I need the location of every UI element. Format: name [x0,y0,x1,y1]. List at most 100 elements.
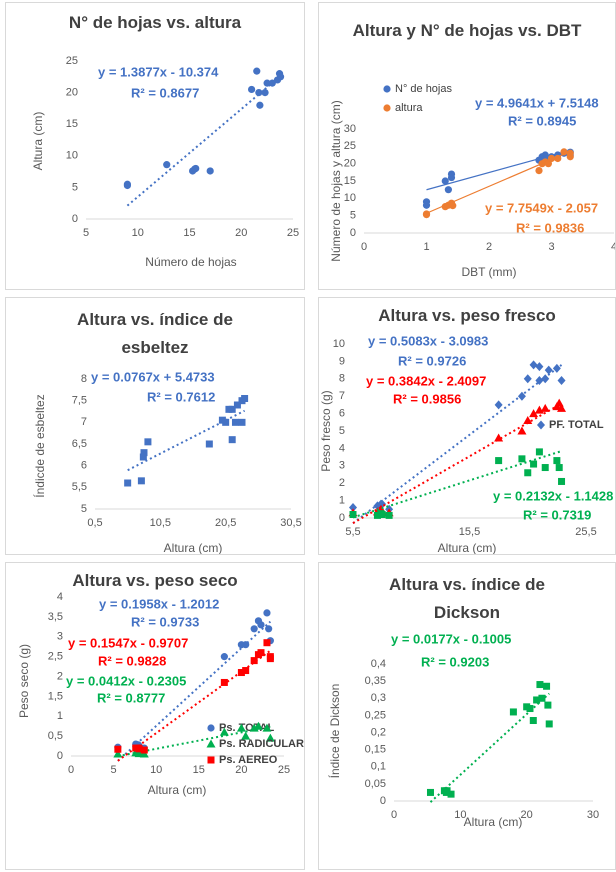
y-tick-label: 3 [339,460,345,472]
data-point [248,85,256,94]
data-point [545,720,553,728]
y-tick-label: 0,5 [48,730,63,742]
y-tick-label: 0 [72,213,78,225]
legend-label: Ps. RADICULAR [219,738,304,750]
data-point [255,89,263,97]
x-tick-label: 30 [587,809,599,821]
data-point [494,400,503,410]
r-squared: R² = 0.9726 [398,353,466,368]
data-point [241,731,251,740]
y-tick-label: 3,5 [48,611,63,623]
data-point [206,167,214,175]
legend-marker [206,739,216,748]
data-point [385,511,393,519]
data-point [535,448,543,456]
legend-marker [383,104,391,112]
y-tick-label: 10 [333,338,345,350]
chart: 5,5 15,5 25,5 0 1 2 3 4 5 6 7 8 9 10 Altura (cm) Peso f… [319,333,613,555]
data-point [236,723,246,732]
x-tick-label: 20 [235,764,247,776]
data-point [140,449,148,457]
y-tick-label: 1,5 [48,690,63,702]
chart: 0 1 2 3 4 0 5 10 15 20 25 30 DBT (mm) Número de hojas… [329,83,615,279]
legend-marker [207,756,215,764]
x-axis-label: Altura (cm) [464,815,523,829]
data-point [447,173,456,182]
chart-panel: 5 10 15 20 25 0 5 10 15 20 25 Número de hojas Altura… [5,2,305,290]
chart-panel: 5,5 15,5 25,5 0 1 2 3 4 5 6 7 8 9 10 Altura (cm) Peso f… [318,297,616,555]
r-squared: R² = 0.9856 [393,391,461,406]
data-point [263,609,271,617]
r-squared: R² = 0.9203 [421,654,489,669]
r-squared: R² = 0.9836 [516,220,584,235]
x-axis-label: Altura (cm) [438,541,497,555]
y-tick-label: 20 [66,87,78,99]
x-tick-label: 1 [423,241,429,253]
data-point [228,436,236,444]
chart-panel: 0 1 2 3 4 0 5 10 15 20 25 30 DBT (mm) Número de hojas… [318,2,616,290]
data-point [444,186,452,194]
x-tick-label: 20 [235,227,247,239]
trendline [127,409,246,472]
y-tick-label: 0,15 [365,744,386,756]
data-point [535,362,544,372]
y-tick-label: 0 [380,795,386,807]
trendline-equation: y = 4.9641x + 7.5148 [475,95,599,110]
data-point [543,682,551,690]
legend-marker [537,420,545,430]
trendline-equation: y = 0.3842x - 2.4097 [366,373,486,388]
data-point [535,167,543,175]
y-tick-label: 6,5 [72,438,87,450]
data-point [557,376,566,386]
x-tick-label: 15,5 [459,526,480,538]
x-axis-label: Número de hojas [145,255,236,269]
data-point [447,790,455,798]
data-point [558,477,566,485]
r-squared: R² = 0.9733 [131,614,199,629]
x-axis-label: DBT (mm) [461,265,516,279]
r-squared: R² = 0.7612 [147,389,215,404]
y-tick-label: 10 [66,150,78,162]
y-tick-label: 0,4 [371,658,386,670]
y-axis-label: Altura (cm) [31,112,45,171]
chart: 0 10 20 30 0 0,05 0,1 0,15 0,2 0,25 0,3 0,35 0,4 Altu… [327,631,599,829]
y-tick-label: 15 [66,118,78,130]
y-tick-label: 1 [339,495,345,507]
x-tick-label: 0,5 [87,517,102,529]
data-point [253,67,261,75]
r-squared: R² = 0.8677 [131,85,199,100]
r-squared: R² = 0.8945 [508,113,576,128]
chart-panel: 0 5 10 15 20 25 0 0,5 1 1,5 2 2,5 3 3,5 4 Altura (cm) Pe… [5,562,305,870]
data-point [349,511,357,519]
trendline-equation: y = 7.7549x - 2.057 [485,200,598,215]
data-point [378,499,387,509]
x-tick-label: 25,5 [575,526,596,538]
chart: 0,5 10,5 20,5 30,5 5 5,5 6 6,5 7 7,5 8 Altura (cm) Í… [32,369,302,554]
y-tick-label: 0,05 [365,778,386,790]
data-point [422,201,431,209]
data-point [495,457,503,465]
y-tick-label: 0 [339,512,345,524]
y-tick-label: 5 [72,181,78,193]
y-tick-label: 0 [350,227,356,239]
trendline [352,450,562,519]
data-point [349,503,357,513]
y-tick-label: 10 [344,192,356,204]
y-axis-label: Peso fresco (g) [319,390,333,471]
data-point [219,727,229,736]
data-point [529,409,539,418]
y-tick-label: 5 [81,503,87,515]
x-tick-label: 10 [454,809,466,821]
data-point [533,696,541,704]
y-tick-label: 7 [81,416,87,428]
y-tick-label: 4 [57,591,63,603]
data-point [518,455,526,463]
data-point [529,717,537,725]
data-point [268,79,276,87]
chart-title: Altura vs. peso fresco [378,306,556,325]
chart-title: Altura vs. índice de esbeltez [77,310,233,357]
y-tick-label: 5 [350,210,356,222]
data-point [544,365,553,375]
r-squared: R² = 0.8777 [97,690,165,705]
x-tick-label: 20,5 [215,517,236,529]
